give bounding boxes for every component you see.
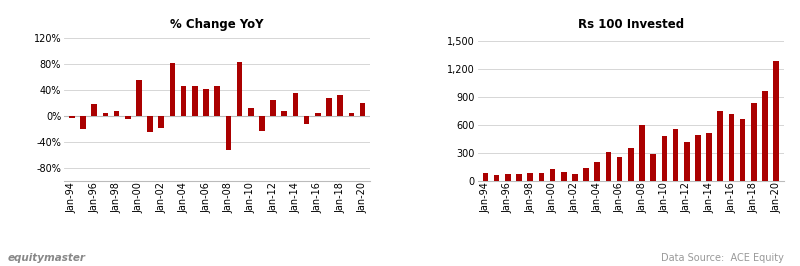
Bar	[170, 63, 175, 116]
Bar	[650, 154, 656, 181]
Bar	[527, 173, 533, 181]
Bar	[729, 114, 734, 181]
Bar	[270, 100, 276, 116]
Text: equitymaster: equitymaster	[8, 253, 86, 263]
Bar	[684, 142, 690, 181]
Bar	[706, 134, 712, 181]
Bar	[181, 86, 186, 116]
Bar	[304, 116, 310, 124]
Bar	[214, 86, 220, 116]
Bar	[583, 168, 589, 181]
Bar	[192, 86, 198, 116]
Bar	[102, 113, 108, 116]
Bar	[606, 152, 611, 181]
Bar	[237, 62, 242, 116]
Bar	[147, 116, 153, 132]
Bar	[572, 174, 578, 181]
Bar	[315, 113, 321, 116]
Bar	[673, 129, 678, 181]
Bar	[158, 116, 164, 128]
Bar	[282, 111, 287, 116]
Bar	[628, 148, 634, 181]
Bar	[248, 108, 254, 116]
Bar	[482, 173, 488, 181]
Bar	[494, 175, 499, 181]
Bar	[136, 81, 142, 116]
Bar	[338, 95, 343, 116]
Bar	[80, 116, 86, 129]
Bar	[774, 61, 779, 181]
Bar	[662, 136, 667, 181]
Bar	[69, 116, 74, 118]
Bar	[762, 90, 768, 181]
Title: % Change YoY: % Change YoY	[170, 18, 264, 31]
Bar	[538, 173, 544, 181]
Bar	[349, 113, 354, 116]
Bar	[91, 105, 97, 116]
Bar	[550, 169, 555, 181]
Bar	[326, 98, 332, 116]
Bar	[125, 116, 130, 119]
Bar	[617, 157, 622, 181]
Bar	[561, 172, 566, 181]
Bar	[695, 135, 701, 181]
Bar	[259, 116, 265, 131]
Bar	[740, 119, 746, 181]
Bar	[203, 89, 209, 116]
Bar	[594, 162, 600, 181]
Bar	[718, 111, 723, 181]
Text: Data Source:  ACE Equity: Data Source: ACE Equity	[661, 253, 784, 263]
Bar	[293, 93, 298, 116]
Bar	[505, 174, 510, 181]
Bar	[639, 125, 645, 181]
Bar	[516, 173, 522, 181]
Bar	[226, 116, 231, 150]
Bar	[751, 103, 757, 181]
Title: Rs 100 Invested: Rs 100 Invested	[578, 18, 684, 31]
Bar	[114, 111, 119, 116]
Bar	[360, 103, 366, 116]
